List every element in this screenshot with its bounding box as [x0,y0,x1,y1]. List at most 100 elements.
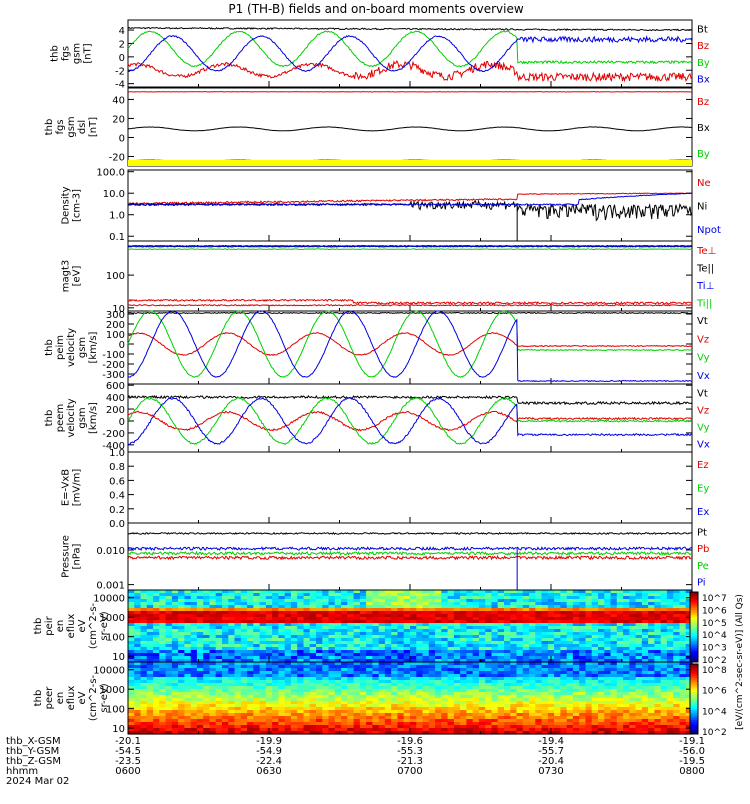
legend-temperature-Ti||: Ti|| [696,298,712,309]
y-tick-label: 1.0 [109,448,125,459]
legend-fgs-dsl-Bz: Bz [697,97,709,108]
x-tick-label-hhmm-3: 0730 [538,766,563,777]
y-tick-label: 200 [106,320,125,331]
y-axis-label-line: eflux [66,614,77,639]
y-tick-label: -200 [102,360,125,371]
colorbar-bottom-tick-label: 10^8 [702,666,727,676]
y-axis-label-line: eV [77,691,88,704]
y-axis-label-line: magt3 [61,260,72,293]
colorbar-top-tick-label: 10^7 [702,594,727,604]
colorbar-top-tick-label: 10^2 [702,656,727,666]
y-axis-label-line: fgs [61,46,72,61]
legend-fgs-gsm-Bt: Bt [697,24,708,35]
legend-peim-velocity-Vy: Vy [697,353,710,364]
legend-pressure-Pt: Pt [697,527,707,538]
y-tick-label: 0.0 [109,519,125,530]
y-tick-label: 0.4 [109,491,125,502]
series-Bt [128,28,692,31]
colorbar-bottom-tick-label: 10^2 [702,728,727,738]
y-axis-label-line: peim [55,335,66,360]
legend-fgs-gsm-Bx: Bx [697,75,710,86]
colorbar: 10^710^610^510^410^310^210^810^610^410^2… [690,592,745,738]
y-tick-label: -100 [102,350,125,361]
y-axis-label-line: [nPa] [72,543,83,569]
y-axis-label-line: eV [77,619,88,632]
y-tick-label: 100 [106,330,125,341]
legend-efield-Ey: Ey [697,484,709,495]
y-tick-label: 10 [112,652,125,663]
colorbar-top-tick-label: 10^4 [702,631,727,641]
legend-temperature-Ti⊥: Ti⊥ [696,281,714,292]
series-Bz [128,61,692,81]
y-axis-label: E=-VxB[mV/m] [61,469,83,507]
y-tick-label: 600 [106,381,125,392]
y-tick-label: 0 [119,417,125,428]
legend-fgs-dsl-Bx: Bx [697,123,710,134]
y-tick-label: 0.1 [109,232,125,243]
x-axis-block: thb_X-GSM thb_Y-GSM thb_Z-GSM hhmm 2024 … [6,736,705,787]
legend-fgs-gsm-By: By [697,58,710,69]
y-tick-label: 0 [119,133,125,144]
colorbar-top-tick-label: 10^5 [702,619,727,629]
y-tick-label: 10.0 [103,189,125,200]
legend-density-Npot: Npot [697,225,721,236]
y-axis-label-line: thb [44,410,55,427]
y-axis-label-line: eflux [66,686,77,711]
y-axis-label-line: peem [55,404,66,432]
legend-peem-velocity-Vz: Vz [697,406,709,417]
y-axis-label-line: thb [44,119,55,136]
y-axis-label-line: fgs [55,119,66,134]
y-axis-label-line: Density [61,186,72,224]
flag-bar [128,160,692,166]
y-tick-label: 400 [106,393,125,404]
date-label: 2024 Mar 02 [6,776,69,787]
series-Bx [128,127,692,131]
y-axis-label-line: Pressure [61,535,72,578]
y-axis-label: magt3[eV] [61,260,83,293]
y-tick-label: 200 [106,405,125,416]
y-axis-label-line: [eV] [72,266,83,287]
y-axis-label: Density[cm-3] [61,186,83,224]
y-tick-label: 100.0 [96,168,125,179]
y-axis-label-line: sr-eV) [99,683,110,712]
y-tick-label: 40 [112,95,125,106]
y-axis-label-line: velocity [66,398,77,437]
y-tick-label: -300 [102,370,125,381]
heatmap-peir-eflux [128,590,693,663]
y-tick-label: -200 [102,429,125,440]
y-tick-label: 0.6 [109,476,125,487]
y-tick-label: 0.8 [109,462,125,473]
colorbar-top-tick-label: 10^3 [702,644,727,654]
y-tick-label: 100 [106,271,125,282]
y-tick-label: -2 [115,66,125,77]
y-axis-label-line: [mV/m] [72,469,83,507]
legend-peim-velocity-Vx: Vx [697,371,710,382]
y-axis-label-line: (cm^2-s- [88,674,99,721]
y-axis-label-line: gsm [72,43,83,64]
y-tick-label: 2 [119,39,125,50]
colorbar-bottom-tick-label: 10^6 [702,687,727,697]
legend-density-Ni: Ni [697,202,707,213]
y-tick-label: 0.2 [109,505,125,516]
series-Vy [128,398,692,445]
legend-peim-velocity-Vt: Vt [697,316,708,327]
legend-peem-velocity-Vy: Vy [697,423,710,434]
y-axis-label-line: thb [33,690,44,707]
heatmap-peer-eflux [128,662,693,735]
y-axis-label-line: gsm [77,337,88,358]
y-axis-label-line: [nT] [88,117,99,137]
series-Pe [128,552,692,555]
y-axis-label-line: (cm^2-s- [88,602,99,649]
y-tick-label: -4 [115,80,125,91]
y-axis-label-line: gsm [66,116,77,137]
series-Ti⊥ [128,246,692,247]
